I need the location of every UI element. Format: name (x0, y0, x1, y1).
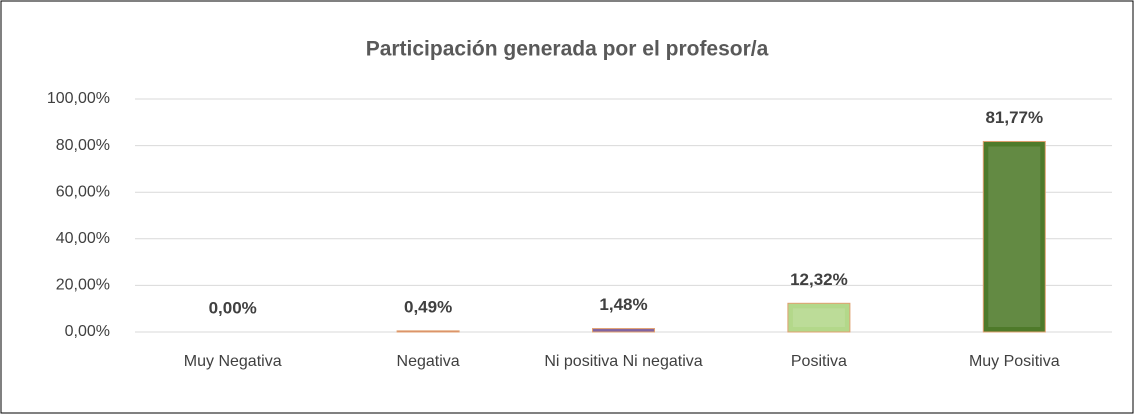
x-tick-label: Positiva (790, 353, 847, 370)
y-tick-label: 0,00% (65, 323, 110, 340)
bar (787, 302, 851, 333)
bar-bevel (988, 146, 1041, 327)
x-tick-label-box: Negativa (396, 353, 460, 370)
data-label: 12,32% (790, 270, 848, 289)
data-label: 1,48% (599, 295, 647, 314)
data-label: 81,77% (985, 108, 1043, 127)
x-tick-label: Muy Negativa (183, 353, 282, 370)
x-tick-label-box: Ni positiva Ni negativa (544, 353, 703, 370)
x-tick-label: Ni positiva Ni negativa (544, 353, 703, 370)
y-tick-label: 20,00% (56, 277, 110, 294)
y-tick-label: 100,00% (47, 90, 110, 107)
data-label: 0,00% (209, 298, 257, 317)
chart-title: Participación generada por el profesor/a (366, 38, 769, 61)
y-tick-label: 80,00% (56, 137, 110, 154)
y-tick-label: 40,00% (56, 230, 110, 247)
bar (592, 328, 655, 333)
y-tick-label: 60,00% (56, 183, 110, 200)
x-tick-label-box: Muy Positiva (968, 353, 1060, 370)
bar (396, 330, 460, 333)
bar (982, 140, 1046, 333)
data-label: 0,49% (404, 297, 452, 316)
x-tick-label-box: Positiva (790, 353, 847, 370)
x-tick-label: Negativa (396, 353, 460, 370)
x-tick-label-box: Muy Negativa (183, 353, 282, 370)
x-tick-label: Muy Positiva (968, 353, 1060, 370)
bar-bevel (792, 308, 845, 327)
